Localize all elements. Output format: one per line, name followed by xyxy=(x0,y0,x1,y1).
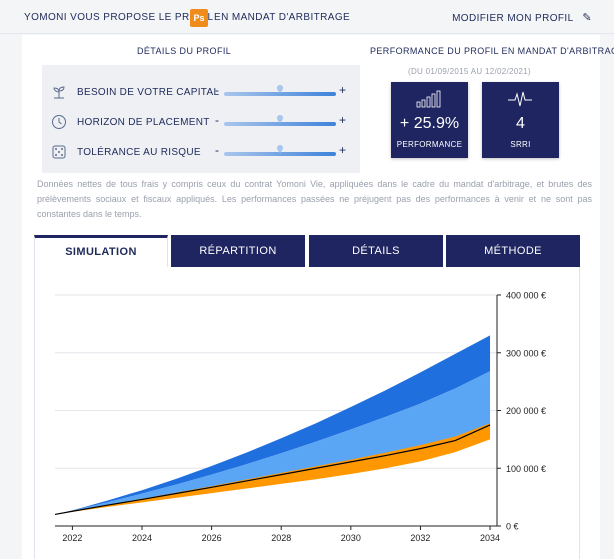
bar-chart-icon xyxy=(416,90,441,108)
level-fill xyxy=(224,152,336,156)
y-tick-label: 100 000 € xyxy=(506,464,546,474)
profile-row-label: BESOIN DE VOTRE CAPITAL xyxy=(77,87,220,98)
modify-profile-label: MODIFIER MON PROFIL xyxy=(452,13,574,24)
modify-profile-link[interactable]: MODIFIER MON PROFIL ✎ xyxy=(452,11,592,24)
kpi-srri: 4 SRRI xyxy=(482,82,559,158)
performance-title: PERFORMANCE DU PROFIL EN MANDAT D'ARBITR… xyxy=(370,46,614,56)
kpi-value: 4 xyxy=(516,115,525,132)
simulation-chart: 0 € 100 000 € 200 000 € 300 000 € 400 000 € 2… xyxy=(54,291,546,543)
increase-button[interactable]: + xyxy=(339,113,347,127)
x-tick-label: 2022 xyxy=(62,533,82,543)
kpi-label: PERFORMANCE xyxy=(396,140,463,149)
tab-details[interactable]: DÉTAILS xyxy=(309,235,443,268)
tab-repartition[interactable]: RÉPARTITION xyxy=(171,235,305,268)
performance-period: (DU 01/09/2015 AU 12/02/2021) xyxy=(408,67,532,76)
profile-title-prefix: YOMONI VOUS PROPOSE LE PROFIL xyxy=(24,12,214,23)
level-fill xyxy=(224,122,336,126)
header-bar: YOMONI VOUS PROPOSE LE PROFIL Ps EN MAND… xyxy=(0,0,614,34)
y-tick-label: 400 000 € xyxy=(506,291,546,301)
profile-details-title: DÉTAILS DU PROFIL xyxy=(137,46,232,56)
series-probable-band xyxy=(55,371,491,515)
simulation-chart-panel: 0 € 100 000 € 200 000 € 300 000 € 400 000 € 2… xyxy=(34,267,580,559)
profile-row-horizon: HORIZON DE PLACEMENT - + xyxy=(42,110,360,134)
x-tick-label: 2026 xyxy=(202,533,222,543)
profile-row-label: HORIZON DE PLACEMENT xyxy=(77,117,210,128)
main-content: DÉTAILS DU PROFIL PERFORMANCE DU PROFIL … xyxy=(22,35,614,559)
decrease-button[interactable]: - xyxy=(215,83,219,97)
profile-details-box: BESOIN DE VOTRE CAPITAL - + HORIZON DE P… xyxy=(42,65,360,173)
dice-icon xyxy=(50,143,68,161)
level-marker-icon xyxy=(277,145,283,153)
x-tick-label: 2030 xyxy=(341,533,361,543)
tab-methode[interactable]: MÉTHODE xyxy=(446,235,580,268)
x-tick-label: 2028 xyxy=(271,533,291,543)
x-tick-label: 2034 xyxy=(480,533,500,543)
kpi-label: SRRI xyxy=(510,140,531,149)
profile-row-risk: TOLÉRANCE AU RISQUE - + xyxy=(42,140,360,164)
profile-title-suffix: EN MANDAT D'ARBITRAGE xyxy=(214,12,351,23)
profile-row-capital: BESOIN DE VOTRE CAPITAL - + xyxy=(42,80,360,104)
kpi-performance: + 25.9% PERFORMANCE xyxy=(391,82,468,158)
tab-bar: SIMULATION RÉPARTITION DÉTAILS MÉTHODE xyxy=(34,235,580,268)
profile-badge: Ps xyxy=(190,9,208,27)
pencil-icon: ✎ xyxy=(582,12,592,24)
x-tick-label: 2032 xyxy=(410,533,430,543)
disclaimer-text: Données nettes de tous frais y compris c… xyxy=(37,179,592,219)
plant-icon xyxy=(50,83,68,101)
x-tick-label: 2024 xyxy=(132,533,152,543)
decrease-button[interactable]: - xyxy=(215,113,219,127)
increase-button[interactable]: + xyxy=(339,83,347,97)
decrease-button[interactable]: - xyxy=(215,143,219,157)
level-track xyxy=(224,122,336,126)
level-track xyxy=(224,152,336,156)
increase-button[interactable]: + xyxy=(339,143,347,157)
level-fill xyxy=(224,92,336,96)
series-median-line xyxy=(54,424,491,516)
profile-row-label: TOLÉRANCE AU RISQUE xyxy=(77,147,201,158)
level-track xyxy=(224,92,336,96)
clock-icon xyxy=(50,113,68,131)
level-marker-icon xyxy=(277,115,283,123)
y-tick-label: 300 000 € xyxy=(506,348,546,358)
pulse-icon xyxy=(508,91,532,107)
y-tick-label: 200 000 € xyxy=(506,406,546,416)
level-marker-icon xyxy=(277,85,283,93)
tab-simulation[interactable]: SIMULATION xyxy=(34,235,168,268)
kpi-value: + 25.9% xyxy=(399,115,460,132)
y-tick-label: 0 € xyxy=(506,522,519,532)
